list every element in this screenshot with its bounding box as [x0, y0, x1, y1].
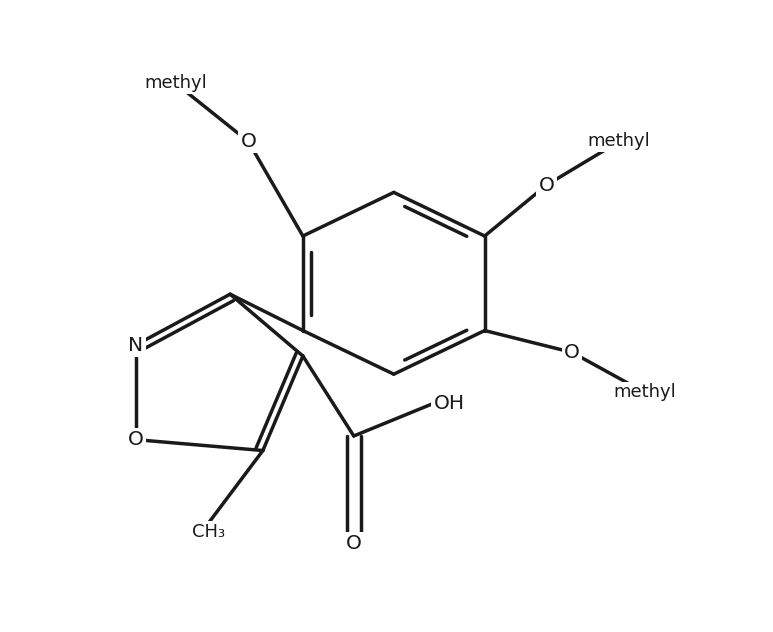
Text: O: O	[539, 176, 554, 195]
Text: O: O	[240, 132, 257, 151]
Text: O: O	[128, 430, 144, 449]
Text: O: O	[346, 534, 362, 553]
Text: methyl: methyl	[613, 384, 676, 401]
Text: N: N	[128, 336, 143, 355]
Text: methyl: methyl	[587, 133, 651, 150]
Text: CH₃: CH₃	[192, 523, 225, 541]
Text: OH: OH	[434, 394, 465, 413]
Text: O: O	[564, 343, 580, 362]
Text: methyl: methyl	[145, 75, 207, 92]
